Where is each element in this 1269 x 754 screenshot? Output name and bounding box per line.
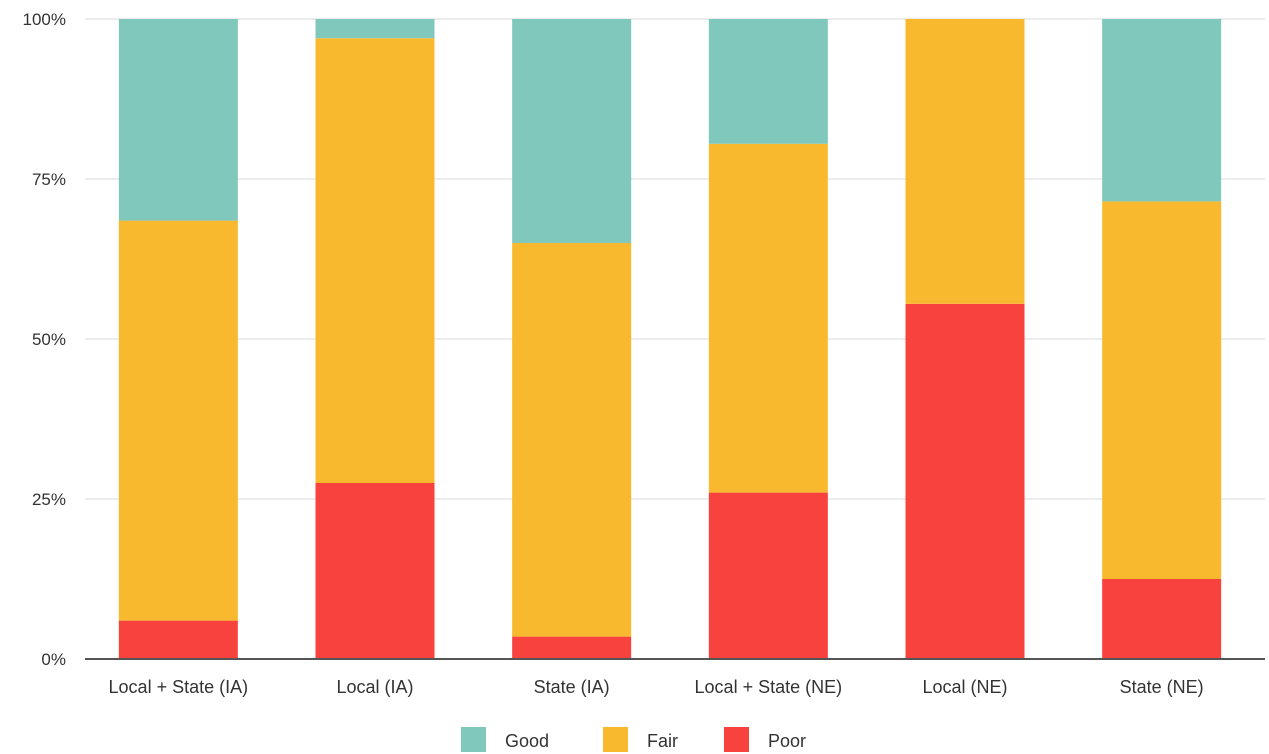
y-tick-label: 0% bbox=[41, 650, 66, 669]
bar-segment-good bbox=[1102, 19, 1222, 202]
legend-label-fair: Fair bbox=[647, 731, 678, 751]
bar-segment-good bbox=[315, 19, 435, 39]
legend-swatch-fair bbox=[603, 727, 628, 752]
x-category-label: Local (IA) bbox=[336, 677, 413, 697]
legend-label-good: Good bbox=[505, 731, 549, 751]
bar-segment-poor bbox=[905, 303, 1025, 659]
x-category-label: Local + State (IA) bbox=[109, 677, 249, 697]
bar-segment-good bbox=[512, 19, 632, 243]
bar-segment-fair bbox=[905, 19, 1025, 304]
y-tick-label: 50% bbox=[32, 330, 66, 349]
bar-segment-fair bbox=[315, 38, 435, 483]
bar-segment-fair bbox=[708, 143, 828, 493]
x-axis-labels: Local + State (IA) Local (IA) State (IA) Lo… bbox=[109, 677, 1204, 697]
bars bbox=[118, 19, 1222, 659]
bar-segment-poor bbox=[708, 492, 828, 659]
y-tick-label: 25% bbox=[32, 490, 66, 509]
bar-segment-good bbox=[118, 19, 238, 221]
gridlines bbox=[85, 18, 1265, 500]
bar-segment-fair bbox=[1102, 201, 1222, 579]
legend-swatch-poor bbox=[724, 727, 749, 752]
bar-segment-fair bbox=[512, 243, 632, 637]
legend-swatch-good bbox=[461, 727, 486, 752]
x-category-label: Local + State (NE) bbox=[695, 677, 843, 697]
bar-segment-poor bbox=[512, 636, 632, 659]
bar-segment-poor bbox=[1102, 579, 1222, 659]
x-category-label: State (NE) bbox=[1120, 677, 1204, 697]
bar-segment-good bbox=[708, 19, 828, 144]
y-tick-label: 100% bbox=[23, 10, 66, 29]
bar-segment-poor bbox=[118, 620, 238, 659]
x-category-label: Local (NE) bbox=[922, 677, 1007, 697]
legend: Good Fair Poor bbox=[461, 727, 806, 752]
y-axis-ticks: 0% 25% 50% 75% 100% bbox=[23, 10, 66, 669]
legend-label-poor: Poor bbox=[768, 731, 806, 751]
x-category-label: State (IA) bbox=[534, 677, 610, 697]
y-tick-label: 75% bbox=[32, 170, 66, 189]
bar-segment-poor bbox=[315, 483, 435, 659]
bar-segment-fair bbox=[118, 220, 238, 621]
